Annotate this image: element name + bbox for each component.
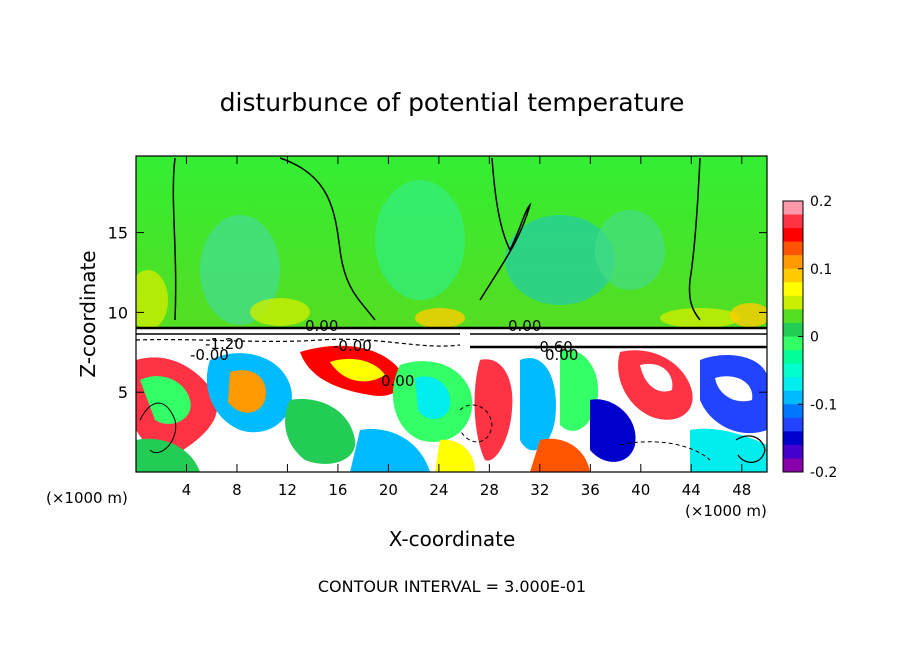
x-tick-label: 8: [232, 481, 242, 499]
contour-lines: [136, 157, 767, 463]
colorbar-swatch: [783, 377, 803, 392]
colorbar-tick-label: -0.2: [810, 465, 837, 481]
colorbar-swatch: [783, 282, 803, 297]
contour-label: -0.00: [190, 346, 229, 364]
contour-labels: 0.00 0.00 -1.20 -0.00 -0.00 0.00 -0.60 0…: [190, 317, 578, 390]
colorbar-swatch: [783, 404, 803, 419]
colorbar-tick-label: 0: [810, 330, 819, 346]
colorbar-tick-label: 0.2: [810, 194, 832, 210]
x-tick-label: 16: [328, 481, 347, 499]
colorbar-swatch: [783, 309, 803, 324]
y-axis-label: Z-coordinate: [76, 250, 100, 377]
x-axis-unit-right: (×1000 m): [685, 502, 767, 520]
colorbar-swatch: [783, 390, 803, 405]
colorbar-swatch: [783, 228, 803, 243]
boundary-band: [136, 328, 767, 348]
colorbar-swatch: [783, 322, 803, 337]
upper-layer-anomalies: [136, 180, 767, 330]
x-axis-label: X-coordinate: [389, 527, 516, 551]
x-axis-unit-left: (×1000 m): [46, 489, 128, 507]
colorbar-swatch: [783, 363, 803, 378]
colorbar-swatch: [783, 201, 803, 215]
chart-title: disturbunce of potential temperature: [220, 88, 685, 117]
colorbar-tick-label: 0.1: [810, 262, 832, 278]
colorbar-swatch: [783, 458, 803, 473]
contour-label: 0.00: [381, 372, 414, 390]
colorbar-swatch: [783, 350, 803, 364]
x-tick-label: 28: [480, 481, 499, 499]
x-tick-label: 44: [682, 481, 701, 499]
x-tick-label: 36: [581, 481, 600, 499]
colorbar-swatch: [783, 417, 803, 432]
y-axis: 5 10 15: [108, 224, 767, 402]
colorbar-swatch: [783, 255, 803, 270]
colorbar-swatch: [783, 431, 803, 446]
colorbar-swatch: [783, 214, 803, 229]
lower-layer-anomalies: [136, 345, 767, 472]
x-tick-label: 20: [379, 481, 398, 499]
colorbar-swatch: [783, 241, 803, 256]
plot-frame: [135, 155, 768, 473]
x-tick-label: 40: [631, 481, 650, 499]
contour-label: -0.00: [333, 337, 372, 355]
colorbar-tick-label: -0.1: [810, 397, 837, 413]
contour-label: 0.00: [508, 317, 541, 335]
x-tick-label: 48: [732, 481, 751, 499]
contour-interval-note: CONTOUR INTERVAL = 3.000E-01: [318, 577, 586, 596]
plot-area: 0.00 0.00 -1.20 -0.00 -0.00 0.00 -0.60 0…: [136, 156, 767, 472]
y-tick-label: 15: [108, 224, 128, 243]
contour-label: 0.00: [305, 317, 338, 335]
y-tick-label: 5: [118, 383, 128, 402]
x-tick-label: 12: [278, 481, 297, 499]
colorbar-swatch: [783, 336, 803, 351]
colorbar: 0.2 0.1 0 -0.1 -0.2: [782, 194, 837, 481]
x-tick-label: 32: [530, 481, 549, 499]
contour-label: -0.60: [534, 338, 573, 356]
colorbar-swatch: [783, 444, 803, 459]
x-axis: 4 8 12 16 20 24 28 32 36 40 44 48: [182, 156, 751, 499]
y-tick-label: 10: [108, 303, 128, 322]
x-tick-label: 4: [182, 481, 192, 499]
contour-label: 0.00: [545, 346, 578, 364]
x-tick-label: 24: [429, 481, 448, 499]
contour-label: -1.20: [205, 335, 244, 353]
colorbar-swatch: [783, 295, 803, 310]
colorbar-swatch: [783, 268, 803, 283]
